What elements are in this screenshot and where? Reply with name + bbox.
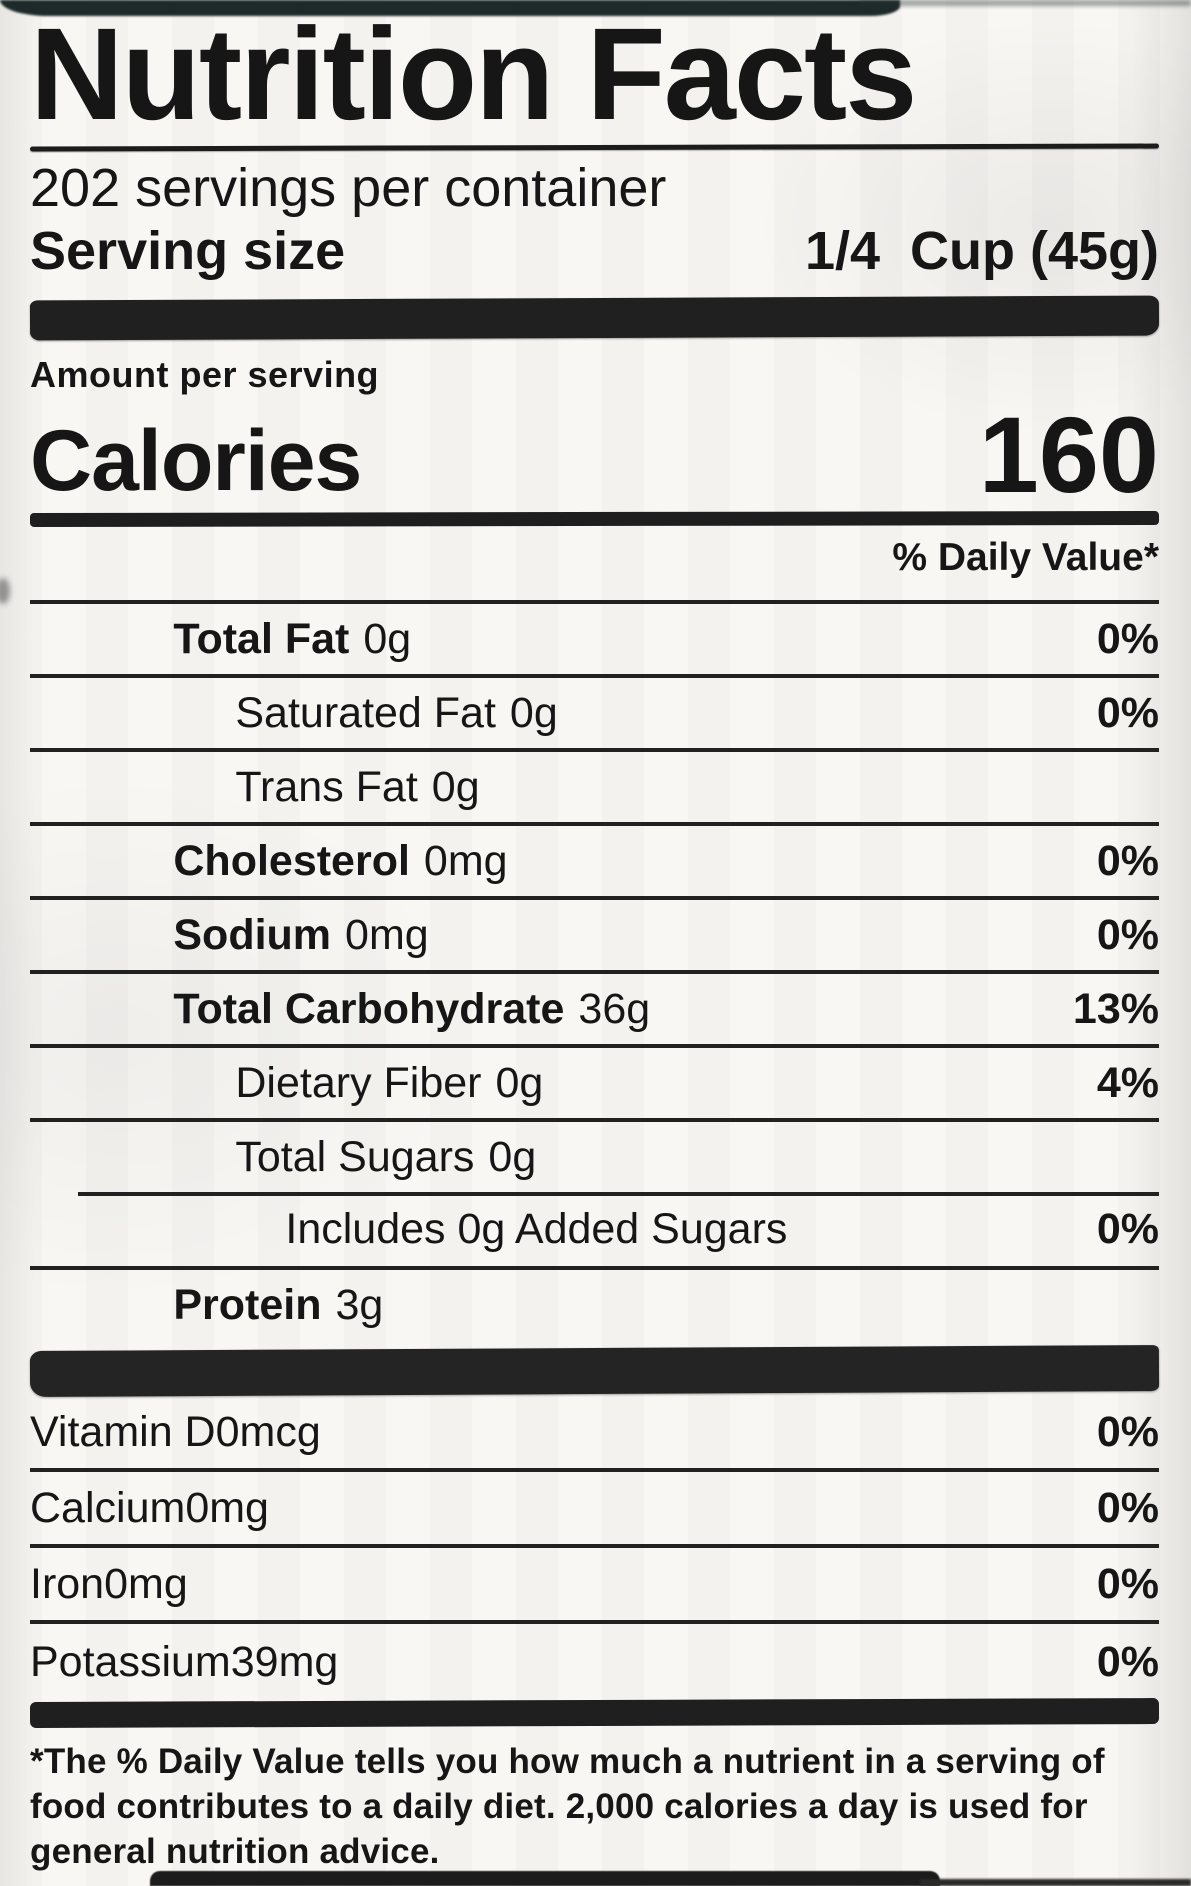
micronutrient-row: Calcium0mg 0% <box>30 1472 1159 1549</box>
nutrient-amount: 0mg <box>345 910 429 959</box>
serving-size-label: Serving size <box>30 221 346 282</box>
nutrient-dv: 0% <box>1096 836 1159 885</box>
nutrient-name: Saturated Fat <box>235 688 496 737</box>
micronutrient-name: Vitamin D <box>30 1407 216 1456</box>
nutrient-amount: 0g <box>509 688 558 737</box>
nutrient-row: Saturated Fat 0g 0% <box>30 674 1159 748</box>
nutrient-rows: Total Fat 0g 0% Saturated Fat 0g 0% Trans … <box>30 600 1159 1340</box>
nutrient-dv: 4% <box>1096 1058 1159 1107</box>
daily-value-header: % Daily Value* <box>892 536 1159 580</box>
nutrient-amount: 36g <box>578 984 651 1033</box>
nutrient-name: Dietary Fiber <box>235 1058 482 1107</box>
micronutrient-amount: 39mg <box>230 1637 339 1686</box>
nutrient-row: Total Fat 0g 0% <box>30 600 1159 674</box>
nutrient-row: Trans Fat 0g <box>30 748 1159 822</box>
section-bar-micronutrients <box>29 1345 1160 1398</box>
nutrient-amount: 0g <box>495 1058 544 1107</box>
package-edge <box>0 0 900 16</box>
micronutrient-dv: 0% <box>1096 1559 1159 1608</box>
bottom-bar <box>150 1871 940 1886</box>
nutrient-row: Cholesterol 0mg 0% <box>30 822 1159 896</box>
nutrient-name: Includes 0g Added Sugars <box>285 1204 788 1253</box>
nutrient-amount: 0g <box>363 614 412 663</box>
micronutrient-name: Calcium <box>30 1483 186 1532</box>
micronutrient-amount: 0mg <box>104 1559 188 1608</box>
nutrient-row: Protein 3g <box>30 1266 1159 1340</box>
nutrient-name: Total Sugars <box>235 1132 475 1181</box>
micronutrient-dv: 0% <box>1096 1637 1159 1686</box>
nutrient-dv: 0% <box>1096 614 1159 663</box>
package-edge-right <box>860 0 1191 6</box>
micronutrient-amount: 0mg <box>185 1483 269 1532</box>
nutrient-dv: 13% <box>1072 984 1159 1033</box>
calories-row: Calories 160 <box>30 393 1159 515</box>
micronutrient-row: Vitamin D0mcg 0% <box>30 1396 1159 1473</box>
nutrient-row: Includes 0g Added Sugars 0% <box>30 1192 1159 1266</box>
micronutrient-amount: 0mcg <box>215 1407 321 1456</box>
nutrient-name: Trans Fat <box>235 762 418 811</box>
label-title: Nutrition Facts <box>30 0 917 147</box>
micronutrient-name: Potassium <box>30 1637 231 1686</box>
bottom-bar-thin <box>920 1879 1191 1886</box>
serving-size-row: Serving size 1/4 Cup (45g) <box>30 220 1159 282</box>
nutrient-name: Sodium <box>173 910 332 959</box>
photo-smudge <box>0 578 10 604</box>
micronutrient-rows: Vitamin D0mcg 0% Calcium0mg 0% Iron0mg 0… <box>30 1396 1159 1700</box>
serving-size-value: 1/4 Cup (45g) <box>804 221 1159 282</box>
micronutrient-dv: 0% <box>1096 1407 1159 1456</box>
nutrient-dv: 0% <box>1096 910 1159 959</box>
micronutrient-row: Iron0mg 0% <box>30 1548 1159 1625</box>
nutrient-name: Cholesterol <box>173 836 410 885</box>
nutrient-amount: 0g <box>488 1132 537 1181</box>
nutrient-dv: 0% <box>1096 688 1159 737</box>
nutrient-name: Protein <box>173 1280 322 1329</box>
nutrient-row: Sodium 0mg 0% <box>30 896 1159 970</box>
micronutrient-dv: 0% <box>1096 1483 1159 1532</box>
nutrient-name: Total Fat <box>173 614 350 663</box>
nutrient-row: Dietary Fiber 0g 4% <box>30 1044 1159 1118</box>
servings-per-container: 202 servings per container <box>30 157 667 218</box>
nutrient-name: Total Carbohydrate <box>173 984 565 1033</box>
section-bar-footnote <box>29 1698 1160 1729</box>
footnote: *The % Daily Value tells you how much a … <box>30 1742 1105 1871</box>
nutrient-row: Total Sugars 0g <box>30 1118 1159 1192</box>
calories-rule <box>29 511 1160 528</box>
nutrient-amount: 0mg <box>423 836 508 885</box>
calories-label: Calories <box>30 413 362 510</box>
calories-value: 160 <box>978 393 1159 515</box>
nutrient-amount: 0g <box>431 762 480 811</box>
section-bar-header <box>29 295 1160 341</box>
micronutrient-row: Potassium39mg 0% <box>30 1624 1159 1700</box>
nutrient-dv: 0% <box>1096 1204 1159 1253</box>
micronutrient-name: Iron <box>30 1559 105 1608</box>
amount-per-serving: Amount per serving <box>30 354 380 396</box>
nutrient-amount: 3g <box>335 1280 384 1329</box>
nutrient-row: Total Carbohydrate 36g 13% <box>30 970 1159 1044</box>
